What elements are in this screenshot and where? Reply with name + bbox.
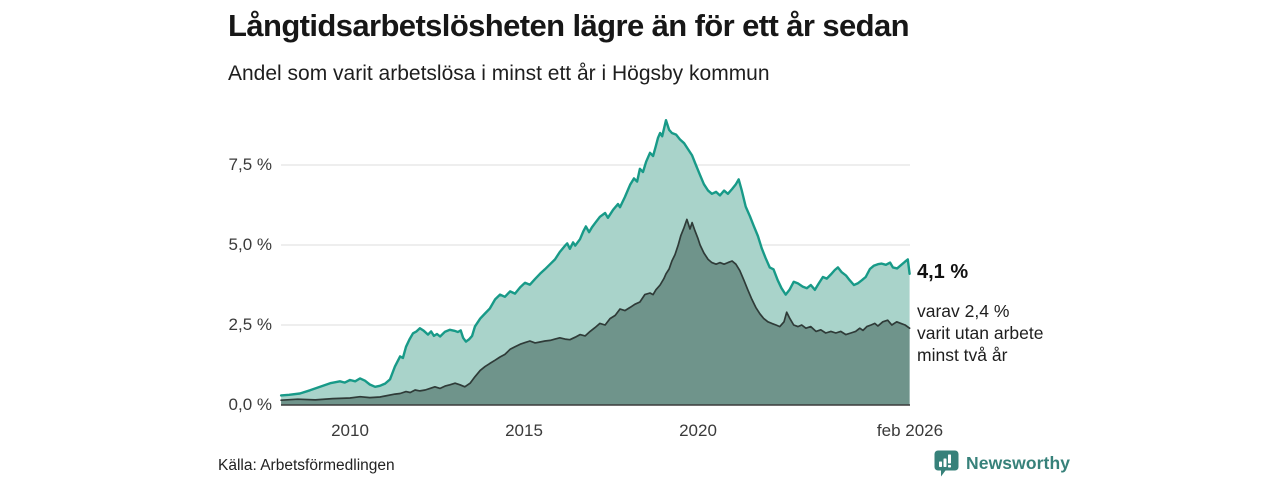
secondary-value-label: varav 2,4 % varit utan arbete minst två … [917,301,1044,365]
series-area-two-years [281,219,910,405]
y-tick-label-2-5: 2,5 % [228,315,272,334]
x-tick-label-feb-2026: feb 2026 [876,421,944,440]
latest-value-label: 4,1 % [917,261,969,283]
source-attribution: Källa: Arbetsförmedlingen [218,457,395,474]
series-line-two-years [280,218,911,402]
newsworthy-brand-name: Newsworthy [966,453,1071,473]
x-tick-label-2010: 2010 [331,421,369,440]
page-title: Långtidsarbetslösheten lägre än för ett … [228,8,910,43]
newsworthy-brand: Newsworthy [934,450,1070,477]
x-tick-label-2020: 2020 [679,421,717,440]
y-tick-label-7-5: 7,5 % [228,155,272,174]
newsworthy-logo-icon [934,450,959,477]
y-tick-label-0-0: 0,0 % [228,395,272,414]
x-tick-label-2015: 2015 [505,421,543,440]
y-tick-label-5-0: 5,0 % [228,235,272,254]
series-line-one-year [279,119,911,397]
chart-subtitle: Andel som varit arbetslösa i minst ett å… [228,62,770,85]
